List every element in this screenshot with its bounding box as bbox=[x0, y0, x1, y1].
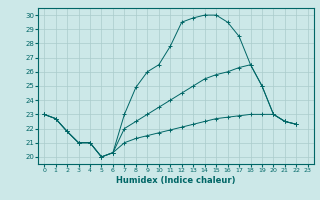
X-axis label: Humidex (Indice chaleur): Humidex (Indice chaleur) bbox=[116, 176, 236, 185]
